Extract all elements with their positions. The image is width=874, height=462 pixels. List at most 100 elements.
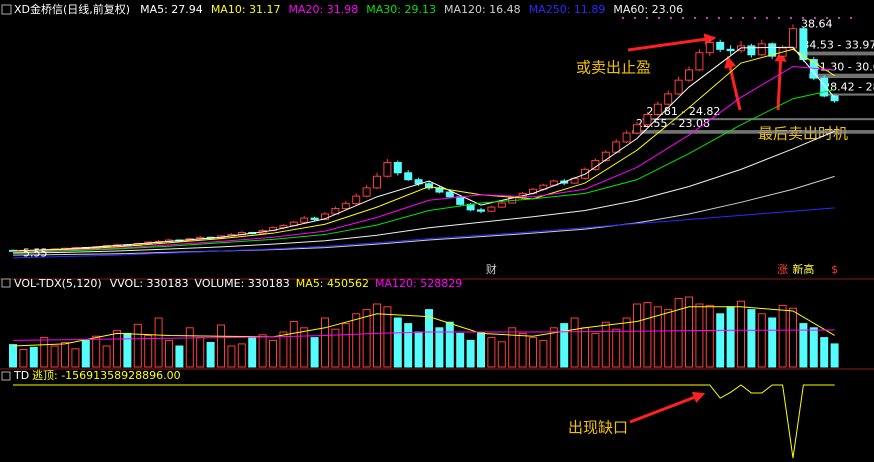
candle-body — [674, 79, 683, 95]
volume-bar — [81, 339, 90, 368]
gap-label: 22.55 - 23.08 — [636, 117, 710, 130]
volume-bar — [29, 346, 38, 368]
candle-body — [643, 113, 652, 126]
candle-body — [445, 191, 454, 198]
volume-bar — [601, 321, 610, 368]
annotation: 或卖出止盈 — [576, 59, 651, 77]
volume-bar — [518, 332, 527, 368]
volume-bar — [92, 335, 101, 368]
volume-bar — [50, 345, 59, 368]
event-dot — [646, 17, 648, 19]
volume-bar — [477, 331, 485, 368]
header: XD金桥信(日线,前复权) — [14, 2, 130, 16]
td-icon — [1, 371, 11, 381]
candle-body — [799, 28, 808, 61]
volume-bar — [789, 307, 797, 368]
volume-bar — [487, 337, 496, 368]
volume-bar — [352, 313, 361, 368]
event-marker: 财 — [486, 262, 497, 276]
volume-bar — [40, 337, 49, 368]
event-dot — [718, 17, 720, 19]
candle-body — [373, 175, 381, 189]
volume-bar — [737, 300, 745, 368]
volume-bar — [809, 327, 818, 368]
volume-bar — [757, 313, 766, 368]
volume-bar — [133, 323, 142, 368]
volume-bar — [237, 343, 246, 368]
gap-label: 31.30 - 30.66 — [813, 61, 874, 74]
volume-bar — [830, 343, 839, 368]
candle-body — [477, 209, 485, 212]
volume-bar — [560, 323, 569, 368]
volume-bar — [716, 313, 725, 368]
volume-bar — [581, 327, 589, 368]
candle-body — [768, 43, 777, 57]
event-marker: 涨 — [777, 263, 788, 276]
candle-body — [747, 45, 756, 56]
volume-bar — [539, 339, 548, 368]
annotation: 出现缺口 — [568, 419, 628, 437]
event-dot — [766, 17, 768, 19]
volume-bar — [497, 341, 506, 368]
volume-bar — [404, 323, 413, 368]
candle-body — [310, 217, 319, 220]
volume-bar — [362, 309, 371, 368]
candle-body — [393, 162, 402, 174]
candle-body — [497, 202, 506, 208]
ma-legend: MA250: 11.89 — [529, 3, 606, 16]
ma-legend: MA60: 23.06 — [613, 3, 683, 16]
volume-bar — [321, 317, 329, 368]
volume-bar — [768, 317, 777, 368]
gap-band — [819, 93, 874, 96]
event-dot — [634, 17, 636, 19]
volume-ma-legend: MA120: 528829 — [375, 277, 462, 290]
event-dot — [814, 17, 816, 19]
event-dot — [706, 17, 708, 19]
volume-bar — [206, 342, 215, 368]
event-dot — [826, 17, 828, 19]
candle-body — [300, 217, 309, 223]
volume-bar — [144, 335, 153, 368]
candle-body — [789, 28, 797, 49]
title-icon — [1, 4, 12, 15]
volume-bar — [508, 327, 517, 368]
candle-body — [695, 52, 704, 71]
ma-legend: MA5: 27.94 — [140, 3, 203, 16]
candle-body — [830, 95, 839, 102]
chart-title: XD金桥信(日线,前复权) — [14, 2, 130, 16]
candle-body — [487, 206, 496, 212]
candle-body — [716, 41, 725, 50]
candle-body — [425, 183, 433, 189]
arrow — [629, 391, 706, 424]
volume-bar — [414, 331, 423, 368]
event-dot — [778, 17, 780, 19]
volume-bar — [445, 321, 454, 368]
volume-bar — [185, 327, 194, 368]
volume-bar — [154, 317, 163, 368]
volume-bar — [393, 317, 402, 368]
volume-bar — [466, 339, 475, 368]
volume-bar — [279, 331, 288, 368]
candle-body — [352, 195, 361, 205]
volume-bar — [695, 303, 704, 368]
volume-bar — [341, 323, 350, 368]
ma-legend: MA10: 31.17 — [211, 3, 281, 16]
volume-bar — [71, 348, 80, 368]
candle-body — [456, 196, 465, 205]
gap-band — [642, 118, 874, 121]
volume-bar — [674, 297, 683, 368]
candle-body — [362, 187, 371, 197]
event-dot — [670, 17, 672, 19]
volume-bar — [653, 306, 662, 368]
volume-bar — [612, 328, 621, 368]
volume-readout: VVOL: 330183 — [110, 277, 189, 290]
volume-bar — [820, 337, 829, 368]
volume-bar — [269, 339, 277, 368]
candle-body — [664, 93, 673, 105]
volume-header: VOL-TDX(5,120) — [14, 277, 102, 290]
volume-bar — [664, 309, 673, 368]
volume-bar — [310, 337, 319, 368]
